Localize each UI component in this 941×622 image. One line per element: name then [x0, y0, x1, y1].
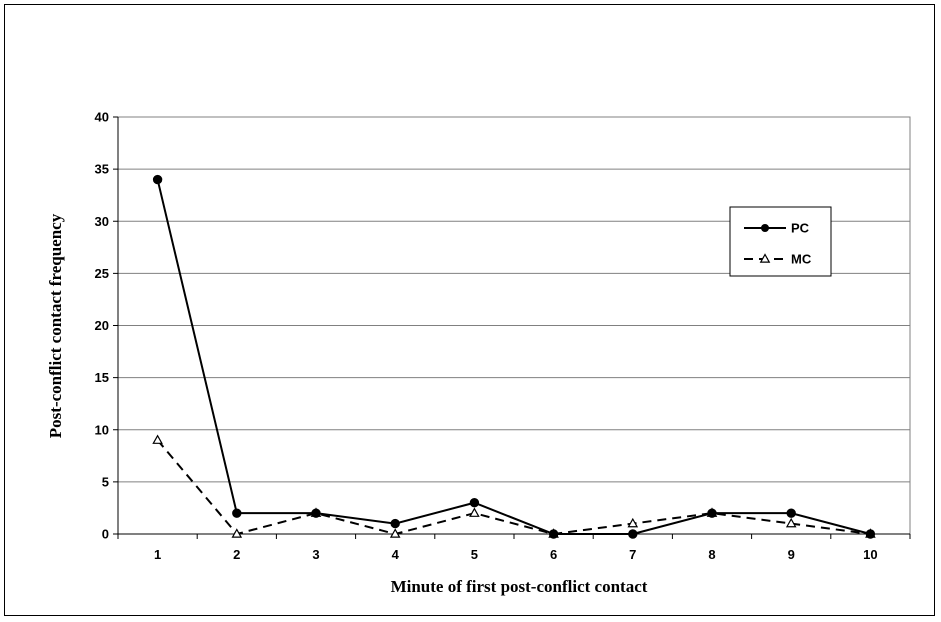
point-pc	[152, 174, 163, 185]
x-tick-label: 1	[154, 547, 161, 562]
series-pc	[152, 174, 876, 539]
point-pc	[311, 508, 321, 518]
series-mc	[152, 434, 876, 538]
point-mc	[469, 507, 480, 517]
legend: PC MC	[729, 206, 832, 277]
legend-label: MC	[791, 252, 812, 267]
legend-marker	[761, 224, 769, 232]
legend-item-mc: MC	[744, 252, 812, 267]
point-pc	[469, 498, 480, 508]
y-tick-labels: 0 5 10 15 20 25 30 35 40	[95, 110, 109, 542]
x-tick-label: 8	[708, 547, 715, 562]
point-pc	[548, 529, 559, 539]
point-pc	[707, 508, 717, 518]
point-mc	[389, 528, 401, 538]
point-mc	[627, 517, 639, 528]
y-tick-label: 10	[95, 422, 109, 437]
point-pc	[232, 508, 242, 518]
y-tick-label: 35	[95, 162, 109, 177]
axes	[113, 116, 911, 539]
legend-label: PC	[791, 221, 810, 236]
point-mc	[231, 528, 243, 538]
legend-item-pc: PC	[744, 221, 810, 236]
y-tick-label: 40	[95, 110, 109, 125]
x-tick-label: 6	[550, 547, 557, 562]
point-mc	[152, 434, 163, 444]
series-line-pc	[156, 179, 871, 535]
gridlines	[117, 116, 911, 535]
x-tick-label: 10	[863, 547, 877, 562]
x-tick-label: 5	[471, 547, 478, 562]
x-tick-labels: 1 2 3 4 5 6 7 8 9 10	[154, 547, 878, 562]
y-tick-label: 20	[95, 318, 109, 333]
point-mc	[785, 517, 797, 528]
point-pc	[390, 518, 400, 529]
series-line-mc	[156, 439, 871, 536]
y-tick-label: 30	[95, 214, 109, 229]
y-axis-title: Post-conflict contact frequency	[46, 213, 65, 438]
y-tick-label: 25	[95, 266, 109, 281]
point-pc	[865, 529, 876, 539]
y-tick-label: 5	[102, 474, 109, 489]
y-tick-label: 15	[95, 370, 109, 385]
x-tick-label: 4	[392, 547, 400, 562]
x-axis-title: Minute of first post-conflict contact	[391, 577, 648, 596]
x-tick-label: 2	[233, 547, 240, 562]
x-tick-label: 9	[788, 547, 795, 562]
x-tick-label: 3	[312, 547, 319, 562]
point-pc	[628, 529, 638, 539]
legend-box	[729, 206, 832, 277]
point-pc	[786, 508, 796, 518]
x-tick-label: 7	[629, 547, 636, 562]
legend-marker	[759, 253, 771, 263]
series-layer	[152, 174, 876, 539]
y-tick-label: 0	[102, 527, 109, 542]
